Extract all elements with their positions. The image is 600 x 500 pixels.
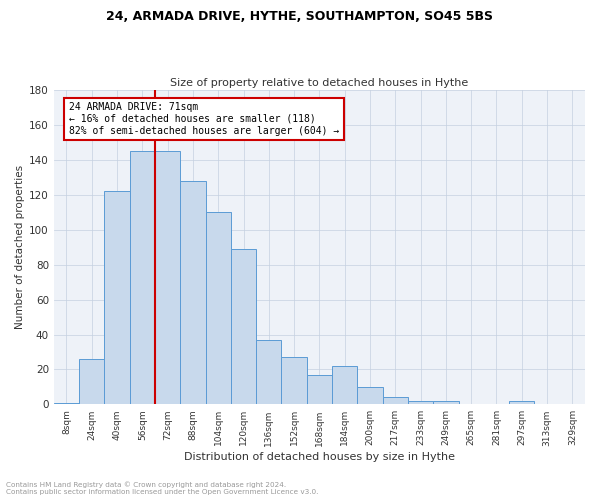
Bar <box>54 402 79 404</box>
Bar <box>307 374 332 404</box>
Bar <box>180 181 206 404</box>
Bar <box>231 249 256 404</box>
Bar <box>509 401 535 404</box>
Bar <box>433 401 458 404</box>
Bar <box>281 357 307 405</box>
Bar <box>383 398 408 404</box>
Bar <box>332 366 358 405</box>
Text: 24 ARMADA DRIVE: 71sqm
← 16% of detached houses are smaller (118)
82% of semi-de: 24 ARMADA DRIVE: 71sqm ← 16% of detached… <box>69 102 339 136</box>
Bar <box>79 359 104 405</box>
Bar <box>104 192 130 404</box>
Bar <box>130 152 155 404</box>
Bar <box>155 152 180 404</box>
Bar <box>408 401 433 404</box>
Text: Contains HM Land Registry data © Crown copyright and database right 2024.
Contai: Contains HM Land Registry data © Crown c… <box>6 482 319 495</box>
X-axis label: Distribution of detached houses by size in Hythe: Distribution of detached houses by size … <box>184 452 455 462</box>
Bar <box>206 212 231 404</box>
Bar <box>256 340 281 404</box>
Y-axis label: Number of detached properties: Number of detached properties <box>15 165 25 330</box>
Bar <box>358 387 383 404</box>
Title: Size of property relative to detached houses in Hythe: Size of property relative to detached ho… <box>170 78 469 88</box>
Text: 24, ARMADA DRIVE, HYTHE, SOUTHAMPTON, SO45 5BS: 24, ARMADA DRIVE, HYTHE, SOUTHAMPTON, SO… <box>107 10 493 23</box>
